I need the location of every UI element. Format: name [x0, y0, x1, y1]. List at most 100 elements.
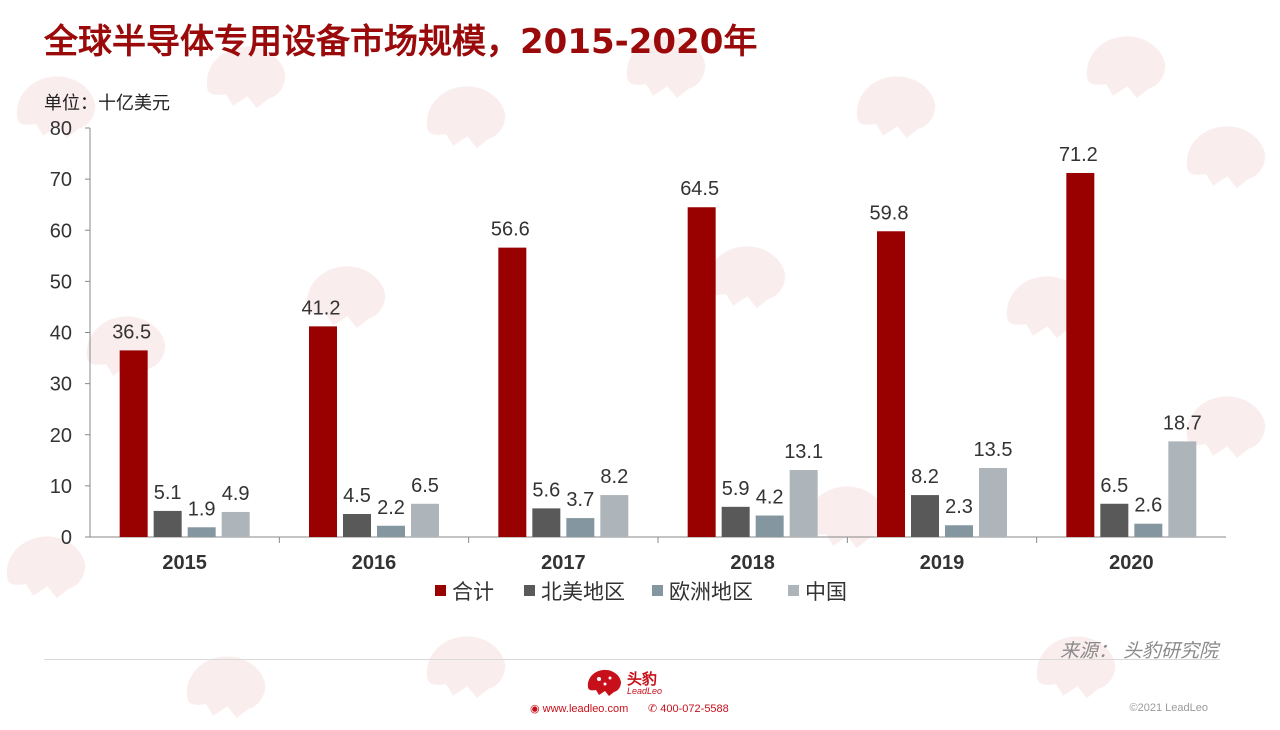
bar-2020-0: [1066, 172, 1095, 538]
unit-label: 单位：十亿美元: [44, 93, 170, 114]
data-label: 3.7: [566, 489, 594, 511]
bar-2020-3: [1168, 441, 1197, 537]
phone-text: 400-072-5588: [660, 703, 729, 715]
bar-2016-2: [377, 525, 405, 537]
legend-label: 欧洲地区: [669, 580, 753, 604]
copyright-text: ©2021 LeadLeo: [1129, 702, 1208, 714]
data-label: 18.7: [1163, 412, 1202, 434]
website-text: www.leadleo.com: [542, 703, 629, 715]
x-tick-label: 2019: [920, 552, 965, 574]
data-label: 4.9: [222, 483, 250, 505]
data-label: 5.1: [154, 482, 182, 504]
bar-2019-3: [979, 467, 1007, 537]
legend-swatch: [524, 585, 535, 596]
y-tick-label: 50: [50, 271, 72, 293]
data-label: 5.6: [532, 479, 560, 501]
page-title: 全球半导体专用设备市场规模，2015-2020年: [44, 22, 758, 62]
bar-2015-2: [187, 527, 216, 537]
legend-label: 中国: [805, 580, 847, 604]
watermark-logo-icon: [806, 486, 886, 549]
bar-2018-1: [721, 506, 750, 537]
source-note: 来源： 头豹研究院: [1059, 640, 1218, 662]
y-tick-label: 0: [61, 527, 72, 549]
data-label: 2.2: [377, 497, 405, 519]
bar-2015-3: [221, 511, 250, 537]
watermark-logo-icon: [426, 86, 506, 149]
watermark-logo-icon: [206, 46, 286, 109]
x-tick-label: 2018: [730, 552, 775, 574]
chart-bars: [119, 172, 1197, 538]
bar-2019-1: [911, 495, 939, 537]
chart-legend: 合计 北美地区 欧洲地区 中国: [435, 580, 847, 604]
phone-icon: ✆: [648, 703, 658, 715]
data-label: 13.1: [784, 441, 823, 463]
data-label: 64.5: [680, 178, 719, 200]
bar-2018-3: [789, 470, 818, 537]
watermark-logo-icon: [626, 36, 706, 99]
data-label: 4.2: [756, 487, 784, 509]
bar-2015-0: [119, 350, 148, 537]
data-label: 2.3: [945, 496, 973, 518]
chart-data-labels: 36.5 5.1 1.9 4.9 41.2 4.5 2.2 6.5 56.6 5.6 3.7 8.2 6…: [112, 144, 1202, 520]
y-tick-label: 60: [50, 220, 72, 242]
y-tick-label: 30: [50, 374, 72, 396]
y-tick-label: 10: [50, 476, 72, 498]
watermark-logo-icon: [1086, 36, 1166, 99]
leopard-head-icon: [587, 669, 621, 696]
legend-swatch: [435, 585, 446, 596]
website-link[interactable]: ◉ www.leadleo.com: [530, 702, 628, 715]
logo-text-cn: 头豹: [627, 670, 658, 688]
watermark-logo-icon: [1036, 636, 1116, 699]
data-label: 2.6: [1134, 495, 1162, 517]
bar-2017-1: [532, 508, 561, 537]
data-label: 13.5: [974, 439, 1013, 461]
watermark-logo-icon: [856, 76, 936, 139]
bar-2019-2: [945, 525, 973, 537]
bar-2017-2: [566, 518, 595, 537]
watermark-logo-icon: [306, 266, 386, 329]
y-tick-label: 70: [50, 169, 72, 191]
footer-divider: [44, 659, 1220, 660]
bar-chart: 0 10 20 30 40 50 60 70 80 2015 2016 2017 2018 2019 202…: [50, 118, 1226, 604]
legend-swatch: [652, 585, 663, 596]
bar-2017-0: [498, 247, 527, 537]
logo-text-en: LeadLeo: [627, 686, 663, 696]
data-label: 4.5: [343, 485, 371, 507]
bar-2015-1: [153, 510, 182, 537]
watermark-logo-icon: [1006, 276, 1086, 339]
bar-2016-1: [343, 513, 371, 537]
watermark-logo-icon: [1186, 126, 1266, 189]
bar-2018-0: [687, 207, 716, 537]
legend-label: 北美地区: [541, 580, 625, 604]
data-label: 36.5: [112, 321, 151, 343]
watermark-logo-icon: [706, 246, 786, 309]
y-tick-label: 80: [50, 118, 72, 140]
data-label: 8.2: [600, 466, 628, 488]
data-label: 5.9: [722, 478, 750, 500]
legend-swatch: [788, 585, 799, 596]
data-label: 8.2: [911, 466, 939, 488]
data-label: 41.2: [302, 297, 341, 319]
chart-axes: 0 10 20 30 40 50 60 70 80 2015 2016 2017 2018 2019 202…: [50, 118, 1226, 574]
x-tick-label: 2016: [352, 552, 397, 574]
data-label: 59.8: [870, 202, 909, 224]
bar-2020-1: [1100, 503, 1129, 537]
watermark-logo-icon: [426, 636, 506, 699]
y-tick-label: 20: [50, 425, 72, 447]
globe-icon: ◉: [530, 703, 540, 715]
x-tick-label: 2020: [1109, 552, 1154, 574]
watermark-logo-icon: [1186, 396, 1266, 459]
x-tick-label: 2015: [162, 552, 207, 574]
watermark-logo-icon: [186, 656, 266, 719]
watermark-logo-icon: [16, 76, 96, 139]
phone-number: ✆ 400-072-5588: [648, 702, 729, 715]
y-tick-label: 40: [50, 323, 72, 345]
data-label: 1.9: [188, 498, 216, 520]
data-label: 71.2: [1059, 144, 1098, 166]
bar-2019-0: [877, 231, 905, 537]
watermark-logo-icon: [6, 536, 86, 599]
legend-label: 合计: [452, 580, 494, 604]
data-label: 6.5: [1100, 475, 1128, 497]
leadleo-logo: 头豹 LeadLeo: [585, 667, 695, 701]
data-label: 56.6: [491, 219, 530, 241]
